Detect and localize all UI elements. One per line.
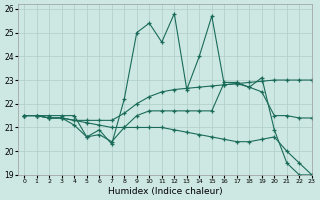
X-axis label: Humidex (Indice chaleur): Humidex (Indice chaleur) — [108, 187, 222, 196]
